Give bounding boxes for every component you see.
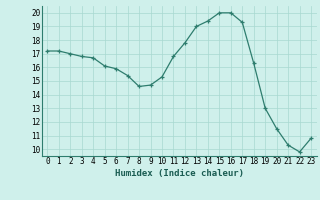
X-axis label: Humidex (Indice chaleur): Humidex (Indice chaleur) — [115, 169, 244, 178]
